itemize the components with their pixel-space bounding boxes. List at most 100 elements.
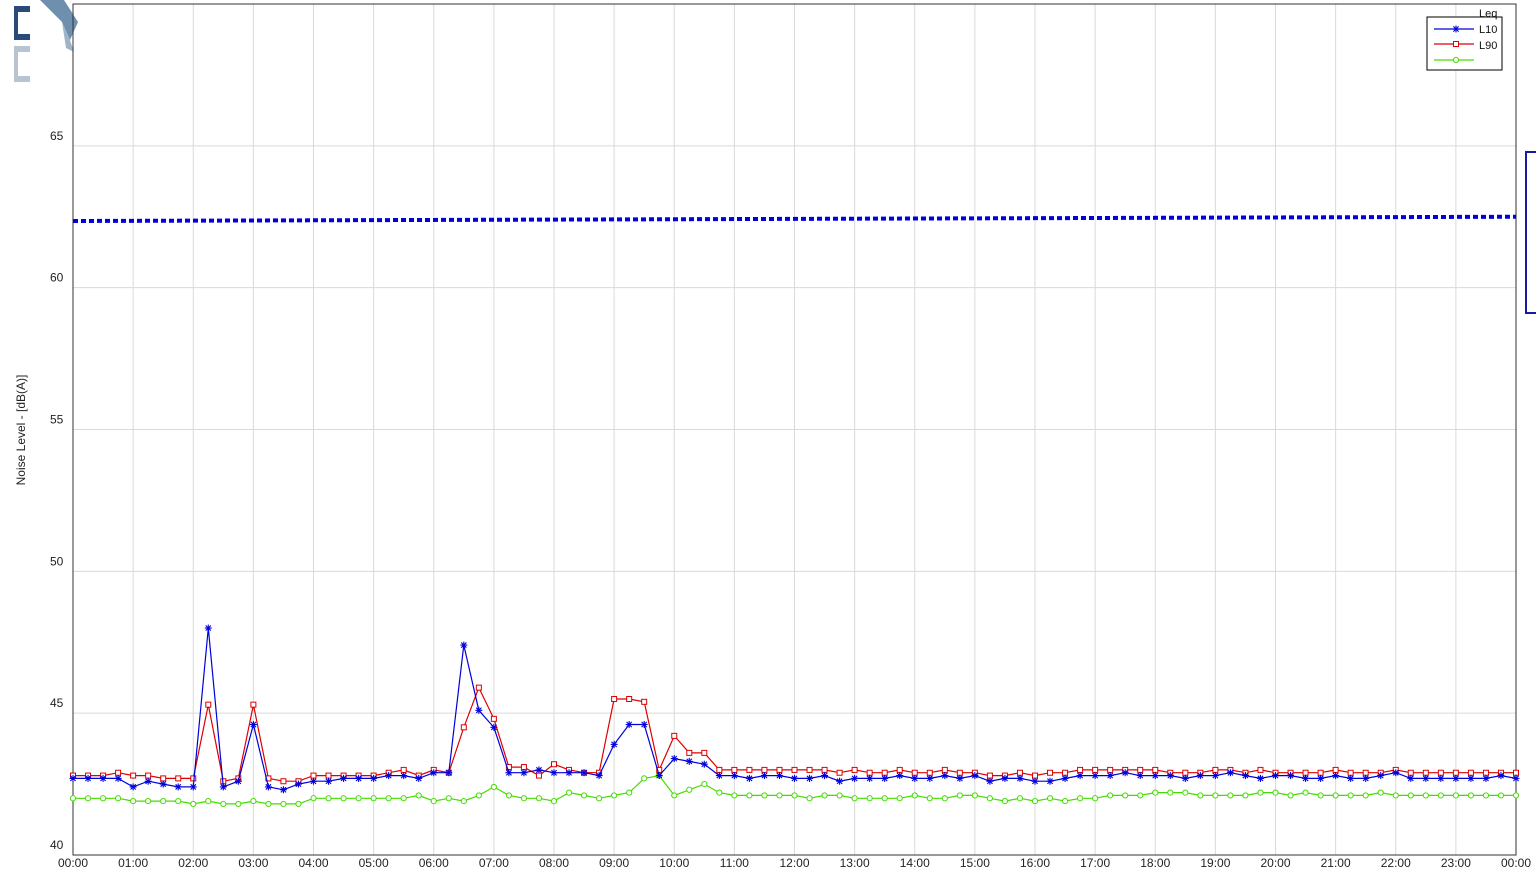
data-point-l10: [911, 774, 919, 782]
data-point-l10: [550, 769, 558, 777]
data-point-l90: [551, 761, 557, 768]
y-tick-labels: 40 45 50 55 60 65: [50, 129, 64, 852]
data-point-green: [550, 798, 558, 805]
x-tick-label: 00:00: [58, 856, 88, 870]
data-point-l10: [1166, 772, 1174, 780]
x-tick-label: 10:00: [659, 856, 689, 870]
data-point-l10: [1302, 774, 1310, 782]
data-point-l10: [1151, 772, 1159, 780]
legend: Leq L10 L90: [1426, 8, 1503, 71]
data-point-l90: [881, 769, 888, 776]
data-point-l90: [716, 766, 723, 773]
data-point-green: [520, 795, 528, 802]
data-point-l10: [730, 772, 738, 780]
data-point-green: [84, 795, 92, 802]
data-point-l10: [370, 774, 378, 782]
data-point-l10: [1181, 774, 1189, 782]
data-point-green: [1046, 795, 1054, 802]
x-tick-label: 08:00: [539, 856, 569, 870]
data-point-l10: [971, 772, 979, 780]
data-point-green: [445, 795, 452, 802]
data-point-l90: [1152, 766, 1159, 773]
y-tick-label: 50: [50, 554, 64, 568]
data-point-green: [1497, 792, 1505, 799]
data-point-green: [250, 798, 257, 805]
data-point-green: [821, 792, 828, 799]
x-tick-label: 12:00: [779, 856, 809, 870]
data-point-green: [310, 795, 317, 802]
data-point-l10: [1467, 774, 1475, 782]
data-point-l10: [460, 641, 468, 649]
data-point-l10: [836, 777, 844, 785]
data-point-green: [716, 789, 723, 796]
data-point-l10: [1046, 777, 1054, 785]
data-point-l90: [280, 778, 287, 785]
data-point-green: [265, 800, 272, 808]
data-point-l10: [775, 772, 783, 780]
data-point-l10: [1256, 774, 1264, 782]
data-point-l90: [1437, 769, 1444, 776]
data-point-l90: [641, 698, 648, 705]
data-point-l10: [941, 772, 949, 780]
data-point-l10: [535, 766, 543, 774]
data-point-green: [986, 795, 994, 802]
data-point-green: [1001, 798, 1009, 805]
data-point-green: [1182, 789, 1189, 796]
data-point-green: [1422, 792, 1429, 799]
series-dotted-limit: [72, 214, 1517, 224]
data-point-l10: [1272, 772, 1279, 780]
data-point-l10: [1016, 774, 1024, 782]
series-green: [69, 772, 1520, 808]
data-point-green: [1482, 792, 1490, 799]
data-point-green: [1016, 795, 1024, 802]
x-tick-label: 04:00: [298, 856, 328, 870]
data-point-l90: [821, 766, 828, 773]
y-tick-label: 55: [50, 413, 64, 427]
data-point-l10: [806, 774, 814, 782]
data-point-l90: [490, 715, 497, 722]
data-point-green: [806, 795, 813, 802]
x-tick-label: 06:00: [419, 856, 449, 870]
y-axis-label: Noise Level - [dB(A)]: [14, 375, 28, 486]
data-point-green: [1467, 792, 1475, 799]
data-point-l90: [460, 724, 467, 731]
legend-label-l10: L10: [1479, 24, 1497, 36]
x-tick-label: 01:00: [118, 856, 148, 870]
x-tick-label: 23:00: [1441, 856, 1471, 870]
data-point-l10: [1347, 774, 1355, 782]
data-point-green: [971, 792, 978, 799]
data-point-l90: [686, 749, 693, 756]
data-point-l10: [1482, 774, 1490, 782]
data-point-l10: [640, 721, 648, 729]
data-point-l10: [610, 740, 618, 748]
data-point-green: [430, 798, 437, 805]
series-l10: [69, 624, 1520, 794]
x-tick-label: 22:00: [1381, 856, 1411, 870]
data-point-green: [896, 795, 903, 802]
data-point-green: [1512, 792, 1520, 799]
data-point-l10: [234, 777, 242, 785]
data-point-l90: [1332, 766, 1339, 773]
data-point-green: [1362, 792, 1369, 799]
data-point-green: [1377, 789, 1384, 796]
data-point-l90: [911, 769, 918, 776]
data-point-l10: [1091, 772, 1099, 780]
x-tick-labels: 00:00 01:00 02:00 03:00 04:00 05:00 06:00 07:00…: [58, 856, 1531, 870]
data-point-green: [1227, 792, 1234, 799]
x-tick-label: 07:00: [479, 856, 509, 870]
data-point-l10: [1001, 774, 1009, 782]
x-tick-label: 11:00: [720, 856, 749, 870]
data-point-green: [595, 795, 603, 802]
data-point-l90: [611, 695, 618, 702]
data-point-l90: [1016, 769, 1023, 776]
data-point-green: [1257, 789, 1264, 796]
data-point-l90: [776, 766, 783, 773]
data-point-l10: [1196, 772, 1204, 780]
data-point-l90: [130, 772, 137, 779]
data-point-l10: [1121, 769, 1129, 777]
data-point-l90: [400, 766, 407, 773]
data-point-l10: [1226, 769, 1234, 777]
data-point-green: [1332, 792, 1339, 799]
data-point-l10: [1437, 774, 1445, 782]
data-point-green: [1242, 792, 1249, 799]
